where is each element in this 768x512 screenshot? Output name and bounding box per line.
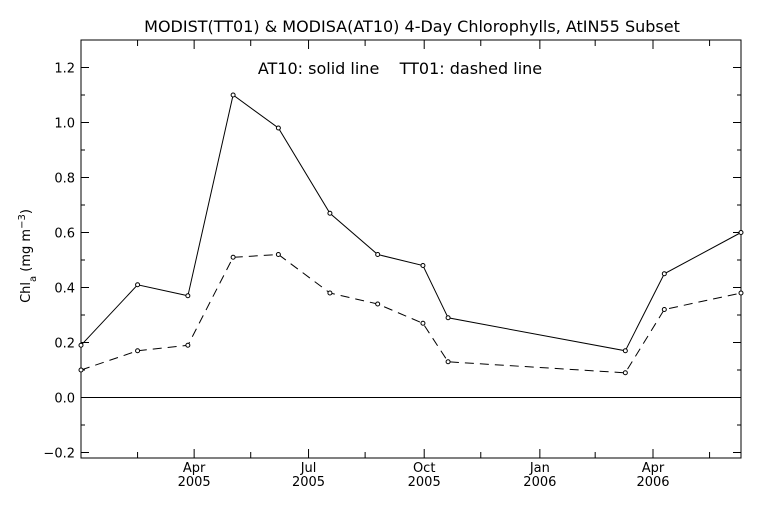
x-tick-label-year: 2006: [523, 475, 556, 490]
series-line-tt01: [80, 253, 742, 374]
data-point-tt01: [622, 370, 628, 376]
data-point-tt01: [661, 307, 667, 312]
data-point-at10: [375, 252, 381, 257]
x-tick-label-month: Jan: [529, 461, 550, 476]
data-point-tt01: [275, 252, 281, 257]
y-label-superscript: −3: [17, 214, 28, 229]
y-label-unit-close: ): [19, 209, 34, 214]
data-point-at10: [445, 315, 451, 321]
data-point-at10: [185, 293, 191, 299]
y-tick-label: 0.2: [54, 337, 75, 352]
x-tick-label-year: 2005: [178, 475, 211, 490]
data-point-tt01: [445, 359, 451, 365]
y-tick-label: 0.4: [54, 282, 75, 297]
data-point-tt01: [185, 342, 191, 348]
data-point-tt01: [230, 254, 236, 260]
y-tick-label: −0.2: [43, 447, 75, 462]
data-point-at10: [622, 348, 628, 354]
x-tick-label-month: Jul: [300, 461, 317, 476]
series-legend-annotation: AT10: solid line TT01: dashed line: [258, 59, 542, 78]
y-label-unit: (mg m: [19, 229, 34, 276]
y-label-main: Chl: [19, 282, 34, 303]
series-line-at10: [80, 94, 742, 352]
y-axis-label: Chla (mg m−3): [17, 209, 39, 303]
y-label-subscript: a: [28, 276, 39, 282]
plot-border: [80, 39, 742, 459]
y-tick-label: 1.2: [54, 62, 75, 77]
x-tick-label-month: Apr: [642, 461, 665, 476]
y-tick-label: 0.8: [54, 172, 75, 187]
data-point-tt01: [135, 348, 141, 354]
data-point-at10: [230, 92, 236, 98]
x-tick-label-year: 2005: [292, 475, 325, 490]
data-point-at10: [738, 230, 744, 235]
data-point-at10: [327, 210, 333, 216]
data-point-tt01: [420, 320, 426, 326]
data-point-at10: [661, 271, 667, 277]
plot-frame: [80, 39, 742, 459]
y-tick-label: 0.6: [54, 227, 75, 242]
data-point-at10: [135, 282, 141, 288]
data-point-tt01: [78, 367, 84, 373]
series-group: [78, 92, 744, 376]
data-point-at10: [420, 263, 426, 268]
x-tick-label-month: Apr: [183, 461, 206, 476]
y-tick-label: 0.0: [54, 392, 75, 407]
y-axis: −0.2 0.0 0.2 0.4 0.6 0.8 1.0 1.2: [43, 39, 741, 462]
y-tick-label: 1.0: [54, 117, 75, 132]
data-point-tt01: [375, 301, 381, 307]
data-point-at10: [78, 342, 84, 348]
data-point-tt01: [327, 290, 333, 296]
x-tick-label-month: Oct: [413, 461, 435, 476]
data-point-at10: [275, 125, 281, 131]
data-point-tt01: [738, 290, 744, 296]
x-tick-label-year: 2006: [636, 475, 669, 490]
x-tick-label-year: 2005: [408, 475, 441, 490]
chart-title: MODIST(TT01) & MODISA(AT10) 4-Day Chloro…: [144, 17, 680, 36]
